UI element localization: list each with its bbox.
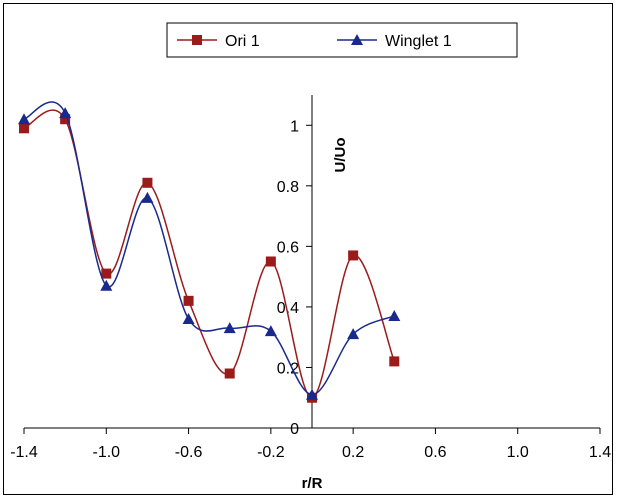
data-point-ori-1 [183, 295, 194, 306]
data-point-winglet-1 [347, 328, 360, 340]
x-tick-label: -0.2 [257, 444, 285, 461]
axes: -1.4 -1.0 -0.6 -0.2 0.2 0.6 1.0 1.4 0 0.2 0.4 0.6 0.… [10, 95, 611, 461]
data-point-ori-1 [348, 250, 359, 261]
x-tick-label: 0.2 [342, 444, 364, 461]
y-tick-label: 0.2 [277, 360, 299, 377]
legend-marker-winglet-1 [351, 34, 363, 45]
data-point-winglet-1 [59, 107, 72, 119]
data-point-winglet-1 [264, 325, 277, 337]
data-point-ori-1 [101, 268, 112, 279]
x-tick-label: 1.4 [589, 444, 611, 461]
y-tick-label: 0.4 [277, 300, 299, 317]
y-tick-label: 0 [290, 421, 299, 438]
data-point-ori-1 [389, 356, 400, 367]
data-point-winglet-1 [18, 113, 30, 125]
data-point-winglet-1 [306, 388, 318, 400]
x-tick-label: 0.6 [424, 444, 446, 461]
legend-marker-ori-1 [192, 35, 202, 45]
legend-label-winglet-1: Winglet 1 [385, 33, 452, 50]
data-point-ori-1 [265, 256, 276, 267]
data-point-ori-1 [60, 114, 71, 125]
data-point-winglet-1 [223, 322, 236, 334]
x-tick-label: -1.4 [10, 444, 38, 461]
data-point-winglet-1 [182, 313, 195, 325]
y-tick-label: 0.8 [277, 179, 299, 196]
chart-frame [3, 3, 613, 495]
data-point-ori-1 [142, 177, 153, 188]
y-axis-title: U/Uo [332, 138, 349, 173]
x-tick-label: -1.0 [92, 444, 120, 461]
x-tick-label: 1.0 [507, 444, 529, 461]
data-point-winglet-1 [388, 309, 401, 321]
legend-label-ori-1: Ori 1 [225, 33, 260, 50]
data-point-ori-1 [224, 368, 235, 379]
y-tick-label: 1 [290, 118, 299, 135]
x-tick-label: -0.6 [175, 444, 203, 461]
data-point-winglet-1 [141, 191, 154, 203]
x-axis-title: r/R [302, 475, 323, 492]
y-tick-label: 0.6 [277, 239, 299, 256]
data-point-winglet-1 [100, 279, 113, 291]
data-point-ori-1 [19, 123, 29, 134]
legend: Ori 1 Winglet 1 [166, 22, 518, 58]
series-line-ori-1 [23, 109, 395, 399]
series-layer [18, 101, 401, 403]
